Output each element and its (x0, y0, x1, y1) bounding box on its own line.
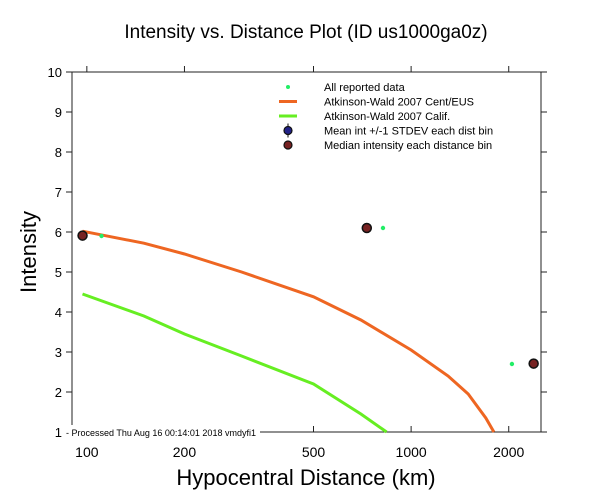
legend-label: All reported data (324, 82, 406, 94)
reported-data-point (380, 225, 386, 231)
y-tick-label: 3 (55, 345, 62, 360)
legend-swatch-median (283, 140, 293, 150)
y-tick-label: 9 (55, 105, 62, 120)
legend-label: Mean int +/-1 STDEV each dist bin (324, 126, 493, 138)
median-intensity-point (77, 230, 88, 241)
x-axis-label: Hypocentral Distance (km) (176, 465, 435, 490)
x-tick-label: 1000 (396, 444, 427, 460)
processed-footnote: - Processed Thu Aug 16 00:14:01 2018 vmd… (66, 428, 256, 438)
series-line-1 (82, 229, 496, 433)
y-tick-label: 6 (55, 225, 62, 240)
legend-label: Atkinson-Wald 2007 Cent/EUS (324, 97, 474, 109)
legend-swatch-reported (286, 85, 290, 89)
y-tick-label: 4 (55, 305, 62, 320)
y-tick-label: 1 (55, 425, 62, 440)
footnote-background (64, 425, 260, 438)
x-tick-label: 100 (75, 444, 99, 460)
y-tick-label: 5 (55, 265, 62, 280)
x-tick-label: 500 (302, 444, 326, 460)
median-intensity-point (361, 222, 373, 234)
x-tick-label: 200 (173, 444, 197, 460)
plot-frame (71, 71, 542, 433)
y-tick-label: 2 (55, 385, 62, 400)
x-tick-label: 2000 (493, 444, 524, 460)
legend-swatch-mean (283, 125, 293, 136)
series-line-2 (81, 292, 388, 434)
y-tick-label: 8 (55, 145, 62, 160)
chart-title: Intensity vs. Distance Plot (ID us1000ga… (124, 22, 487, 43)
y-tick-label: 10 (48, 65, 62, 80)
median-intensity-point (528, 358, 539, 369)
y-tick-label: 7 (55, 185, 62, 200)
reported-data-point (99, 233, 104, 239)
legend-label: Atkinson-Wald 2007 Calif. (324, 111, 450, 123)
y-axis-label: Intensity (16, 211, 41, 293)
reported-data-point (509, 361, 515, 367)
legend-label: Median intensity each distance bin (324, 140, 492, 152)
